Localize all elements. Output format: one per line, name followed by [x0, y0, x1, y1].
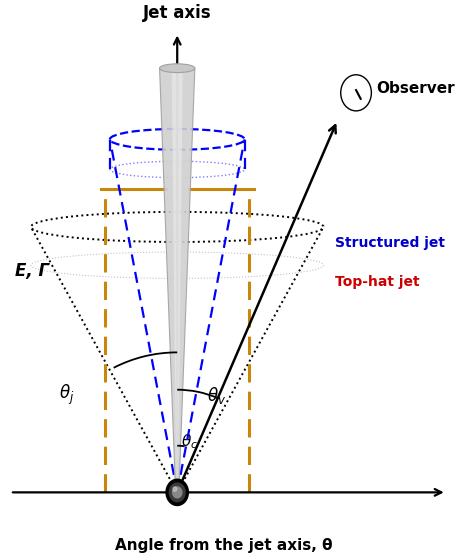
Polygon shape [172, 68, 183, 490]
Polygon shape [160, 68, 195, 487]
Text: $\boldsymbol{\theta_v}$: $\boldsymbol{\theta_v}$ [208, 385, 227, 406]
Text: Top-hat jet: Top-hat jet [335, 275, 420, 289]
Text: $\boldsymbol{\theta_c}$: $\boldsymbol{\theta_c}$ [181, 433, 198, 451]
Circle shape [173, 487, 182, 498]
Circle shape [173, 487, 177, 492]
Text: $\boldsymbol{\theta_j}$: $\boldsymbol{\theta_j}$ [59, 383, 74, 407]
Circle shape [169, 483, 185, 502]
Circle shape [341, 75, 372, 111]
Ellipse shape [160, 64, 195, 73]
Text: Observer: Observer [376, 81, 455, 96]
Text: E, Γ: E, Γ [15, 262, 49, 280]
Text: Angle from the jet axis, θ: Angle from the jet axis, θ [115, 538, 332, 553]
Text: Structured jet: Structured jet [335, 236, 445, 250]
Circle shape [166, 479, 188, 505]
Text: Jet axis: Jet axis [143, 4, 211, 22]
